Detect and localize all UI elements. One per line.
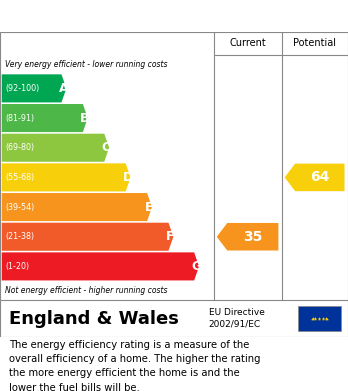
Polygon shape	[2, 252, 199, 280]
Polygon shape	[2, 163, 130, 192]
Text: B: B	[80, 111, 89, 125]
Polygon shape	[2, 223, 173, 251]
Text: (69-80): (69-80)	[5, 143, 34, 152]
Polygon shape	[2, 104, 88, 132]
Text: A: A	[58, 82, 68, 95]
Text: Potential: Potential	[293, 38, 337, 48]
Text: G: G	[191, 260, 201, 273]
Text: (21-38): (21-38)	[5, 232, 34, 241]
Text: (81-91): (81-91)	[5, 113, 34, 122]
Text: Current: Current	[230, 38, 266, 48]
Bar	[298, 305, 341, 332]
Polygon shape	[285, 163, 345, 191]
Text: England & Wales: England & Wales	[9, 310, 179, 328]
Text: (55-68): (55-68)	[5, 173, 34, 182]
Text: (1-20): (1-20)	[5, 262, 29, 271]
Text: C: C	[102, 141, 111, 154]
Text: (92-100): (92-100)	[5, 84, 39, 93]
Polygon shape	[2, 134, 109, 162]
Text: (39-54): (39-54)	[5, 203, 34, 212]
Text: 64: 64	[310, 170, 330, 185]
Text: E: E	[145, 201, 153, 213]
Text: EU Directive
2002/91/EC: EU Directive 2002/91/EC	[209, 308, 265, 329]
Text: Very energy efficient - lower running costs: Very energy efficient - lower running co…	[5, 60, 168, 69]
Polygon shape	[217, 223, 278, 251]
Text: D: D	[122, 171, 133, 184]
Text: The energy efficiency rating is a measure of the
overall efficiency of a home. T: The energy efficiency rating is a measur…	[9, 340, 260, 391]
Text: Energy Efficiency Rating: Energy Efficiency Rating	[9, 9, 230, 23]
Text: 35: 35	[243, 230, 262, 244]
Polygon shape	[2, 74, 66, 102]
Polygon shape	[2, 193, 152, 221]
Text: Not energy efficient - higher running costs: Not energy efficient - higher running co…	[5, 286, 168, 295]
Text: F: F	[166, 230, 175, 243]
